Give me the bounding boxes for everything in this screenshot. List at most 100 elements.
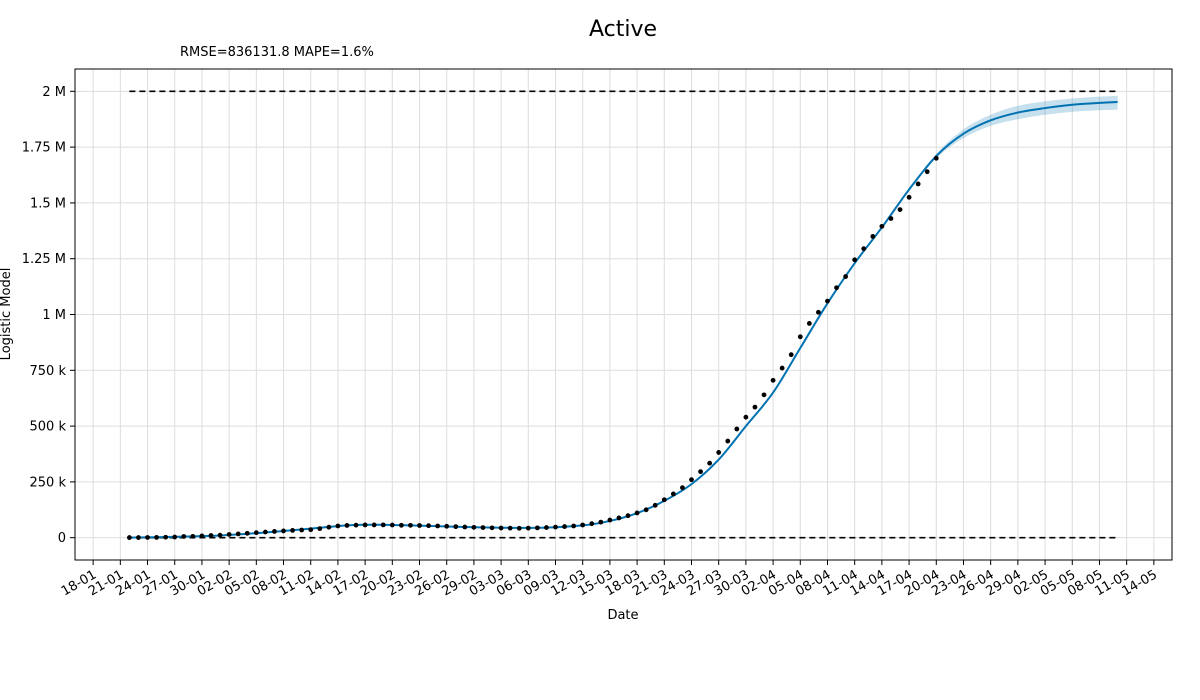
observed-point [534,525,540,531]
observed-point [616,515,622,521]
y-tick-label: 2 M [42,85,66,100]
observed-point [235,531,241,537]
y-tick-label: 1.5 M [30,196,66,211]
observed-point [670,491,676,497]
capacity-lines [129,90,1118,539]
x-axis: 18-0121-0124-0127-0130-0102-0205-0208-02… [59,560,1160,599]
observed-point [716,450,722,455]
observed-point [680,485,685,491]
observed-point [516,525,522,531]
y-tick-label: 1.25 M [22,252,66,267]
observed-point [734,426,740,432]
observed-point [553,524,558,530]
observed-point [652,502,658,508]
observed-point [797,334,803,340]
observed-point [915,181,921,187]
grid [75,69,1172,560]
observed-point [843,274,849,279]
observed-point [770,377,776,383]
observed-point [788,352,794,358]
observed-point [326,524,332,530]
y-tick-label: 0 [58,531,66,546]
y-tick-label: 750 k [30,364,67,379]
observed-point [181,534,187,539]
observed-point [317,526,323,532]
observed-point [244,530,250,536]
observed-point [408,522,413,528]
observed-point [580,522,586,528]
observed-point [761,392,767,398]
confidence-band [129,95,1118,538]
observed-point [208,533,214,538]
chart-title: Active [589,17,657,42]
observed-point [634,510,640,516]
observed-point [643,507,649,513]
chart-subtitle: RMSE=836131.8 MAPE=1.6% [180,45,374,60]
observed-point [879,223,885,229]
observed-point [698,469,703,475]
observed-point [299,527,305,533]
observed-point [562,524,567,529]
observed-point [852,257,858,263]
observed-point [290,528,295,533]
y-axis: 0 250 k 500 k 750 k 1 M 1.25 M 1.5 M 1.75 M 2 M [22,85,75,546]
observed-point [689,477,694,483]
x-axis-label: Date [607,608,638,623]
observed-point [335,523,341,529]
observed-point [308,527,314,533]
observed-point [253,530,259,536]
y-axis-label: Logistic Model [0,268,14,361]
observed-point [933,155,939,161]
observed-point [435,523,441,529]
observed-point [453,524,459,530]
y-tick-label: 1.75 M [22,141,66,156]
observed-point [888,216,894,221]
model-line-layer [129,101,1118,539]
observed-point [825,298,830,304]
observed-point [398,522,404,528]
observed-point [607,517,613,523]
observed-point [199,533,205,539]
observed-point [661,497,667,503]
observed-point [752,404,758,410]
confidence-band-layer [129,95,1118,538]
observed-point [190,533,196,539]
observed-point [426,523,431,529]
observed-point [262,529,268,535]
observed-point [489,525,495,531]
observed-point [281,528,286,534]
observed-point [625,513,631,519]
observed-point [589,521,595,527]
observed-point [380,522,386,528]
observed-point [136,535,141,540]
observed-point [344,523,350,528]
observed-point [272,529,277,534]
observed-point [480,525,486,530]
observed-point [163,534,169,540]
observed-point [389,522,395,528]
observed-point [444,523,450,529]
observed-point [471,524,477,530]
observed-point [707,460,713,466]
observed-point [462,524,468,530]
observed-point [906,194,912,200]
model-line [129,101,1118,539]
observed-point [226,532,232,537]
y-tick-label: 1 M [42,308,66,323]
observed-point [145,535,150,540]
observed-point [172,534,178,540]
observed-point [870,233,876,239]
observed-point [353,522,359,528]
observed-point [498,525,504,531]
observed-point [525,525,531,531]
observed-point [571,523,577,529]
observed-point [806,321,812,326]
observed-point [834,285,839,291]
observed-point [816,309,821,315]
observed-point [861,246,867,252]
y-tick-label: 250 k [30,475,67,490]
observed-point [154,534,159,540]
observed-point [126,535,132,540]
observed-point [725,438,731,444]
